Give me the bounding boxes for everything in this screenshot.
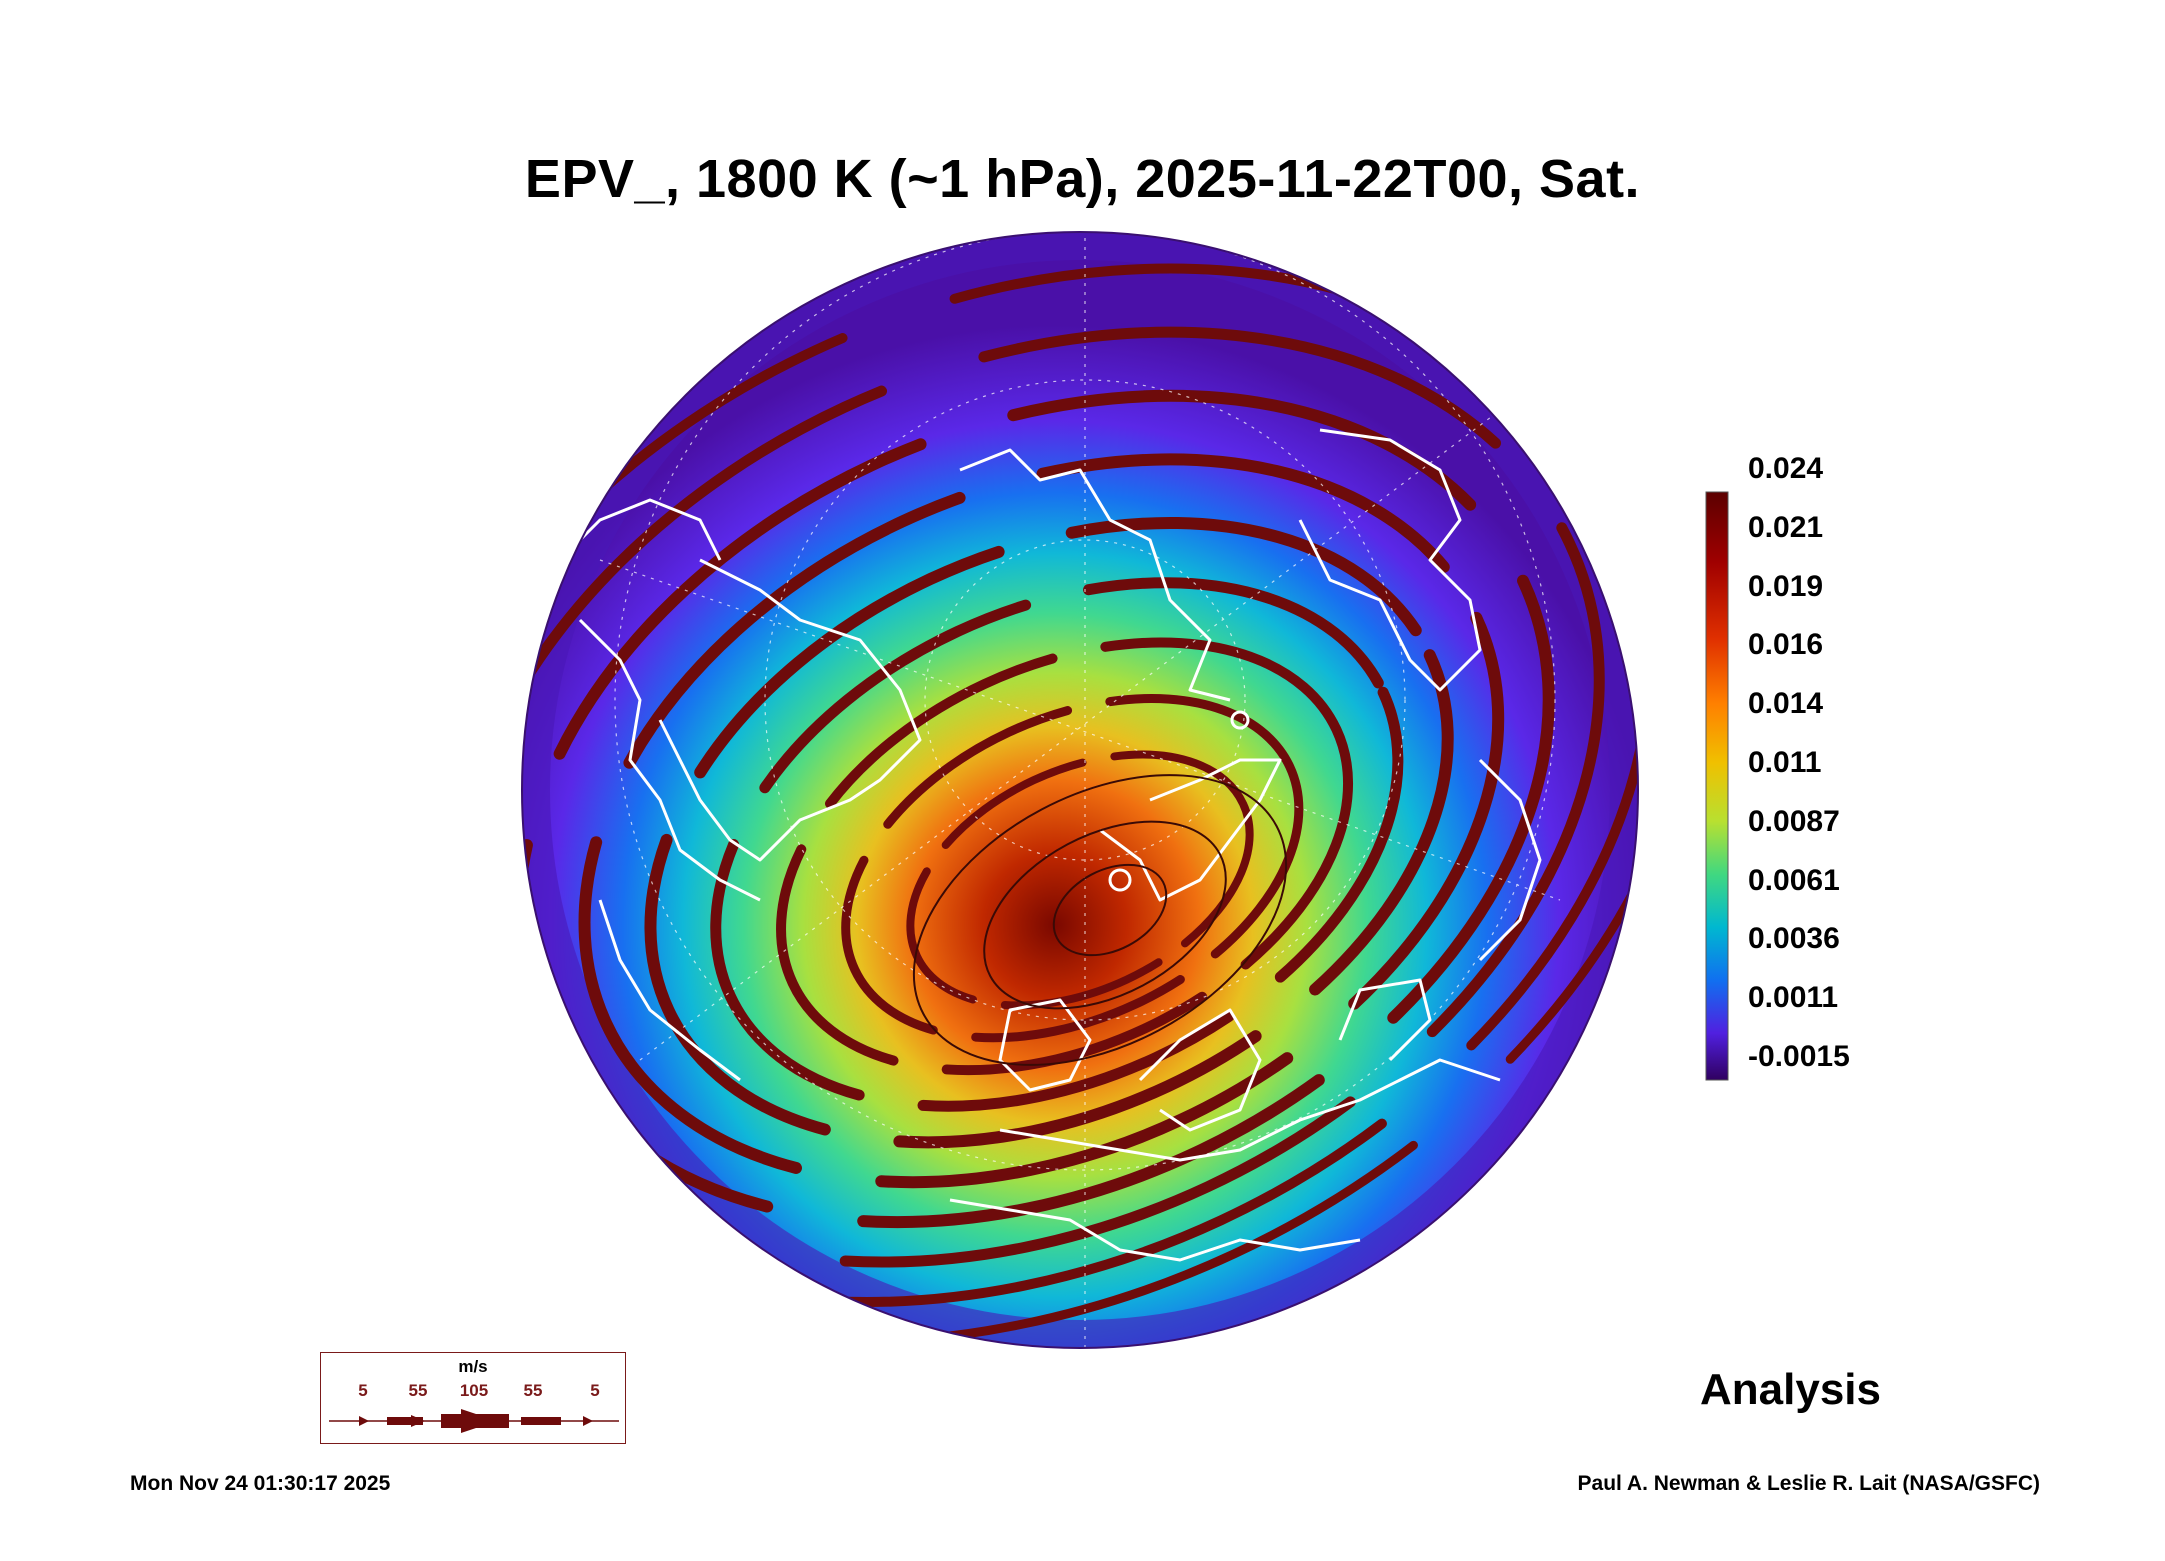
wind-speed-legend: m/s 5 55 105 55 5 [320, 1352, 626, 1444]
vortex-core-contours [912, 774, 1288, 1066]
colorbar-tick-label: 0.0061 [1748, 863, 1840, 897]
timestamp: Mon Nov 24 01:30:17 2025 [130, 1472, 391, 1495]
globe-outline [521, 231, 1639, 1349]
colorbar-tick-label: 0.019 [1748, 569, 1824, 603]
legend-speed-label: 55 [408, 1381, 428, 1400]
colorbar-tick-label: 0.011 [1748, 746, 1822, 779]
streamline [906, 750, 1254, 1010]
panel-label: Analysis [1700, 1365, 1881, 1414]
legend-speed-label: 55 [523, 1381, 543, 1400]
coastlines [558, 428, 1542, 1262]
colorbar [1705, 491, 1729, 1081]
colorbar-tick-label: 0.0087 [1748, 804, 1840, 838]
colorbar-tick-label: 0.024 [1748, 452, 1824, 485]
colorbar-tick-label: -0.0015 [1748, 1040, 1850, 1073]
streamline [710, 577, 1404, 1112]
streamline [644, 516, 1454, 1149]
colorbar-tick-label: 0.016 [1748, 628, 1824, 662]
graticule [599, 232, 1561, 1348]
streamline [522, 326, 1605, 1268]
colorbar-tick-label: 0.021 [1748, 510, 1824, 544]
colorbar-tick-label: 0.014 [1748, 687, 1824, 721]
streamline [841, 694, 1304, 1043]
legend-unit: m/s [458, 1357, 488, 1376]
streamline [578, 453, 1505, 1189]
legend-speed-label: 105 [459, 1381, 489, 1400]
colorbar-tick-label: 0.0011 [1748, 981, 1839, 1015]
legend-speed-label: 5 [590, 1381, 600, 1400]
credit: Paul A. Newman & Leslie R. Lait (NASA/GS… [1577, 1472, 2040, 1495]
colorbar-tick-label: 0.0036 [1748, 922, 1840, 956]
legend-arrow-glyphs [329, 1409, 619, 1433]
streamline [776, 637, 1354, 1076]
legend-speed-label: 5 [358, 1381, 368, 1400]
map-title: EPV_, 1800 K (~1 hPa), 2025-11-22T00, Sa… [524, 149, 1641, 209]
